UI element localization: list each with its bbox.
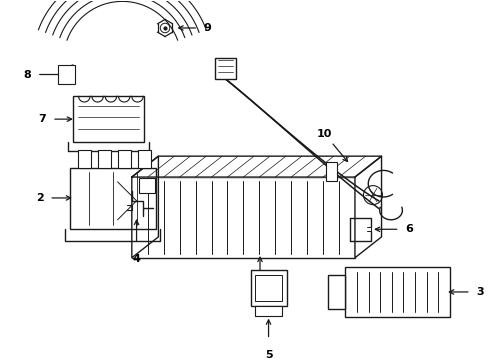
Bar: [78, 150, 91, 167]
Bar: [73, 96, 144, 142]
Text: 4: 4: [133, 254, 141, 264]
Text: 2: 2: [36, 193, 44, 203]
Text: 6: 6: [405, 224, 413, 234]
Bar: [326, 162, 337, 181]
Polygon shape: [132, 156, 158, 258]
Bar: [140, 178, 155, 193]
Bar: [98, 150, 111, 167]
Bar: [328, 275, 345, 309]
Bar: [138, 150, 151, 167]
Bar: [70, 167, 155, 229]
Text: 7: 7: [39, 114, 47, 124]
Bar: [216, 58, 236, 79]
Bar: [250, 270, 287, 306]
Polygon shape: [132, 156, 382, 177]
Text: 8: 8: [24, 69, 31, 80]
Bar: [118, 150, 131, 167]
Bar: [58, 65, 75, 84]
Text: 1: 1: [256, 301, 264, 310]
Bar: [255, 306, 282, 316]
Text: 10: 10: [317, 129, 332, 139]
Text: 3: 3: [476, 287, 484, 297]
Bar: [132, 177, 355, 258]
Bar: [345, 267, 450, 317]
Text: 5: 5: [265, 350, 272, 360]
Text: 9: 9: [204, 23, 212, 33]
Polygon shape: [355, 156, 382, 258]
Bar: [255, 275, 282, 301]
